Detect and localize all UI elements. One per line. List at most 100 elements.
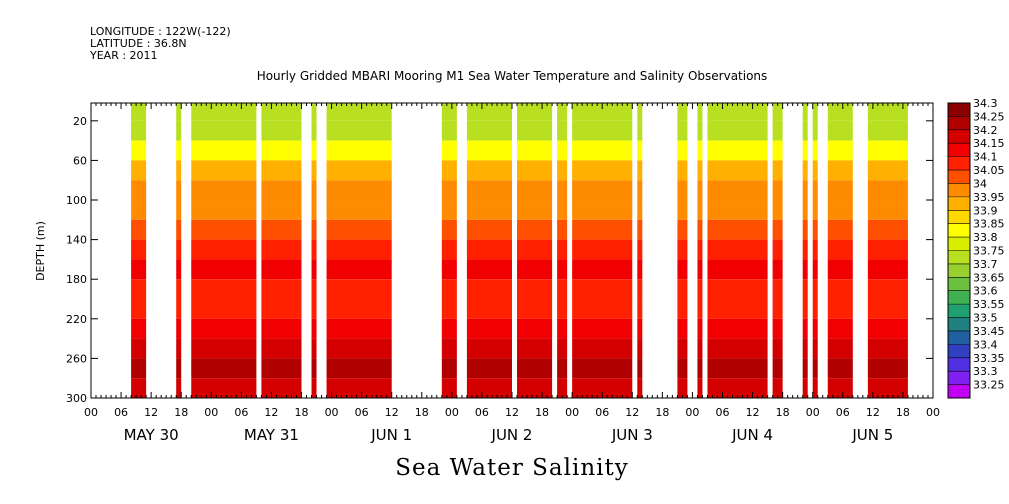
x-tick-label: 12 [385, 406, 399, 419]
x-tick-label: 18 [535, 406, 549, 419]
colorbar-swatch [948, 344, 970, 358]
colorbar-label: 34.2 [973, 124, 998, 137]
x-tick-label: 06 [716, 406, 730, 419]
data-gap [852, 103, 868, 398]
x-tick-label: 06 [114, 406, 128, 419]
y-tick-label: 100 [66, 194, 87, 207]
y-tick-label: 60 [73, 154, 87, 167]
latitude-label: LATITUDE : 36.8N [90, 37, 187, 50]
data-gap [391, 103, 442, 398]
colorbar-label: 34.15 [973, 137, 1005, 150]
colorbar-label: 33.4 [973, 338, 998, 351]
colorbar-swatch [948, 103, 970, 117]
longitude-label: LONGITUDE : 122W(-122) [90, 25, 231, 38]
colorbar-swatch [948, 237, 970, 251]
data-gap [782, 103, 803, 398]
x-tick-label: 18 [415, 406, 429, 419]
colorbar-label: 33.75 [973, 245, 1005, 258]
colorbar-swatch [948, 317, 970, 331]
x-day-label: JUN 2 [491, 426, 533, 444]
data-gap [552, 103, 558, 398]
colorbar-label: 34.3 [973, 97, 998, 110]
x-day-label: MAY 30 [124, 426, 179, 444]
colorbar-label: 33.7 [973, 258, 998, 271]
y-tick-label: 300 [66, 392, 87, 405]
y-tick-label: 20 [73, 115, 87, 128]
x-tick-label: 00 [204, 406, 218, 419]
x-tick-label: 18 [776, 406, 790, 419]
data-gap [907, 103, 933, 398]
data-gap [642, 103, 678, 398]
data-gap [512, 103, 518, 398]
colorbar-swatch [948, 357, 970, 372]
x-tick-label: 18 [174, 406, 188, 419]
colorbar-swatch [948, 223, 970, 238]
data-gap [632, 103, 638, 398]
x-tick-label: 00 [445, 406, 459, 419]
colorbar-label: 34 [973, 177, 987, 190]
colorbar-label: 33.8 [973, 231, 998, 244]
x-tick-label: 00 [806, 406, 820, 419]
colorbar-swatch [948, 170, 970, 184]
y-tick-label: 260 [66, 352, 87, 365]
colorbar-swatch [948, 156, 970, 171]
colorbar-label: 33.35 [973, 352, 1005, 365]
x-tick-label: 12 [625, 406, 639, 419]
colorbar-swatch [948, 371, 970, 385]
colorbar-label: 33.5 [973, 312, 998, 325]
x-tick-label: 00 [325, 406, 339, 419]
colorbar-label: 33.85 [973, 218, 1005, 231]
x-tick-label: 12 [505, 406, 519, 419]
x-day-label: JUN 1 [370, 426, 412, 444]
x-day-label: JUN 3 [611, 426, 653, 444]
colorbar-swatch [948, 183, 970, 197]
colorbar-label: 34.05 [973, 164, 1005, 177]
colorbar-label: 33.65 [973, 271, 1005, 284]
x-tick-label: 18 [655, 406, 669, 419]
x-tick-label: 00 [926, 406, 940, 419]
y-tick-label: 140 [66, 234, 87, 247]
plot-area [90, 102, 934, 399]
x-tick-label: 12 [264, 406, 278, 419]
x-tick-label: 12 [866, 406, 880, 419]
x-tick-label: 12 [746, 406, 760, 419]
x-tick-label: 06 [234, 406, 248, 419]
colorbar-swatch [948, 129, 970, 144]
year-label: YEAR : 2011 [89, 49, 158, 62]
colorbar-swatch [948, 250, 970, 264]
colorbar-swatch [948, 330, 970, 345]
colorbar-swatch [948, 116, 970, 130]
x-tick-label: 06 [475, 406, 489, 419]
chart-title: Hourly Gridded MBARI Mooring M1 Sea Wate… [257, 69, 768, 83]
data-gap [807, 103, 813, 398]
x-tick-label: 00 [565, 406, 579, 419]
colorbar-swatch [948, 277, 970, 291]
x-tick-label: 00 [84, 406, 98, 419]
x-day-label: MAY 31 [244, 426, 299, 444]
x-axis-label: Sea Water Salinity [395, 455, 629, 481]
x-tick-label: 06 [836, 406, 850, 419]
colorbar-swatch [948, 196, 970, 211]
x-tick-label: 12 [144, 406, 158, 419]
colorbar-swatch [948, 290, 970, 305]
y-axis-label: DEPTH (m) [34, 221, 47, 281]
data-gap [702, 103, 708, 398]
colorbar-label: 33.95 [973, 191, 1005, 204]
colorbar-label: 34.1 [973, 151, 998, 164]
y-tick-label: 180 [66, 273, 87, 286]
colorbar-label: 33.6 [973, 285, 998, 298]
x-day-label: JUN 5 [851, 426, 893, 444]
x-tick-label: 06 [355, 406, 369, 419]
data-gap [301, 103, 312, 398]
colorbar-label: 33.9 [973, 204, 998, 217]
colorbar-label: 33.25 [973, 379, 1005, 392]
x-axis: 00 06 12 18 00 06 12 18 00 06 12 18 00 06 12 18 00 06 12 18… [84, 103, 940, 444]
colorbar-label: 34.25 [973, 110, 1005, 123]
colorbar-swatch [948, 304, 970, 318]
colorbar: 34.334.2534.234.1534.134.053433.9533.933… [947, 97, 1005, 399]
data-gap [687, 103, 698, 398]
colorbar-swatch [948, 210, 970, 224]
x-tick-label: 18 [295, 406, 309, 419]
data-gap [316, 103, 327, 398]
